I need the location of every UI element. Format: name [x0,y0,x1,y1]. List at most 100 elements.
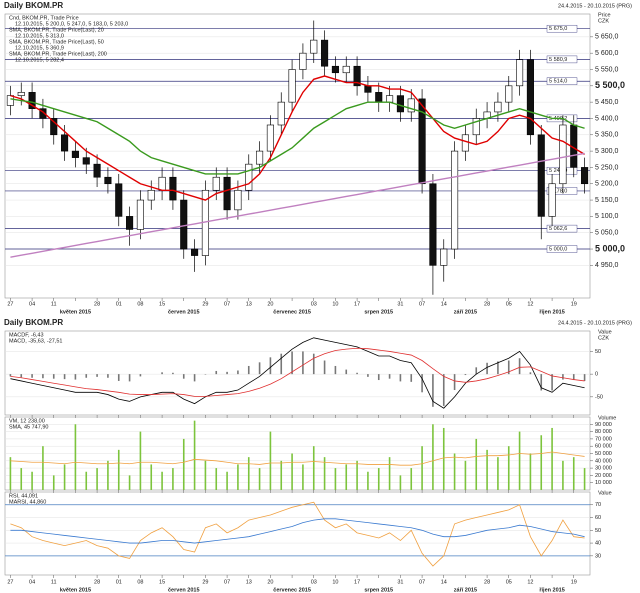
x-tick-label: 31 [397,301,403,307]
bar [96,468,98,490]
level-label-box [546,187,578,195]
x-tick-label: 05 [506,301,512,307]
x-tick-label: 12 [527,579,533,585]
candle-body [429,183,437,266]
bar [367,471,369,490]
candle-body [461,134,469,152]
bar [150,464,153,490]
x-tick-label: 27 [7,579,13,585]
bar [128,374,131,382]
x-tick-label: květen 2015 [60,587,91,593]
x-tick-label: 20 [267,579,273,585]
bar [107,374,109,378]
bar [9,457,12,490]
x-tick-label: 20 [267,301,273,307]
bar [269,357,272,375]
bar [128,475,131,490]
x-tick-label: 17 [354,579,360,585]
bar [432,424,434,490]
y-tick-label: 5 600,0 [595,50,618,57]
x-tick-label: 07 [224,301,230,307]
candle-body [28,92,36,109]
y-tick-label: 5 450,0 [595,99,618,106]
bar [139,374,142,377]
bar [280,460,283,490]
bar [529,453,532,490]
x-tick-label: 11 [51,579,57,585]
level-label-box [546,24,578,33]
y-tick-label: 40 [595,541,601,547]
candle-body [418,98,426,185]
x-tick-label: květen 2015 [60,309,91,315]
bar [247,365,250,375]
level-label: 5 062,6 [549,226,567,232]
bar [291,351,293,375]
bar [323,360,326,375]
candle-body [136,199,144,230]
series-line [10,98,585,175]
y-tick-label: 5 650,0 [595,34,618,41]
bar [562,374,564,380]
candle-body [212,176,220,191]
x-tick-label: srpen 2015 [364,587,393,593]
legend-label: VM, 12 238,00 [9,418,45,424]
bar [204,460,207,490]
y-tick-label: 5 100,0 [595,213,618,220]
candle-body [245,163,253,191]
x-tick-label: 14 [441,301,447,307]
candle-body [126,216,134,230]
x-tick-label: červen 2015 [168,309,200,315]
y-tick-label: 50 [595,349,601,355]
bar [291,453,293,490]
series-line [10,451,585,466]
bar [215,468,218,490]
bar [9,374,12,377]
bar [280,353,283,375]
bar [345,369,348,375]
candle-body [342,65,350,74]
candle-body [50,118,58,136]
candle-body [180,199,188,250]
candle-body [440,248,448,266]
bar [399,374,402,382]
bar [247,457,250,490]
y-tick-label: 5 250,0 [595,164,618,171]
x-tick-label: červenec 2015 [273,309,311,315]
x-tick-label: 08 [137,579,143,585]
bar [432,374,434,407]
bar [237,370,239,375]
level-label: 5 675,0 [549,26,567,32]
legend-label: MACD, -35,63, -27,51 [9,338,63,344]
bar [551,374,553,391]
bar [540,435,543,490]
bar [172,372,174,375]
level-label-box [546,55,578,64]
chart-title: Daily BKOM.PR [4,318,63,327]
y-tick-label: 5 000,0 [595,243,625,253]
x-tick-label: 08 [137,301,143,307]
candle-body [505,85,513,103]
level-label: 5 178,0 [549,188,567,194]
x-tick-label: říjen 2015 [539,587,564,593]
x-tick-label: 28 [484,301,490,307]
candle-body [364,85,372,93]
bar [583,374,586,381]
bar [486,449,488,490]
bar [172,468,174,490]
y-tick-label: 70 [595,502,601,508]
bar [453,374,456,391]
bar [399,475,402,490]
bar [85,374,88,378]
bar [302,351,304,375]
bar [182,374,185,379]
bar [421,374,423,393]
candle-body [223,176,231,211]
series-line [10,518,585,544]
y-axis-label: Volume [598,415,616,421]
candle-body [407,98,415,113]
x-tick-label: 28 [484,579,490,585]
bar [377,468,380,490]
x-tick-label: 27 [7,301,13,307]
bar [161,471,163,490]
